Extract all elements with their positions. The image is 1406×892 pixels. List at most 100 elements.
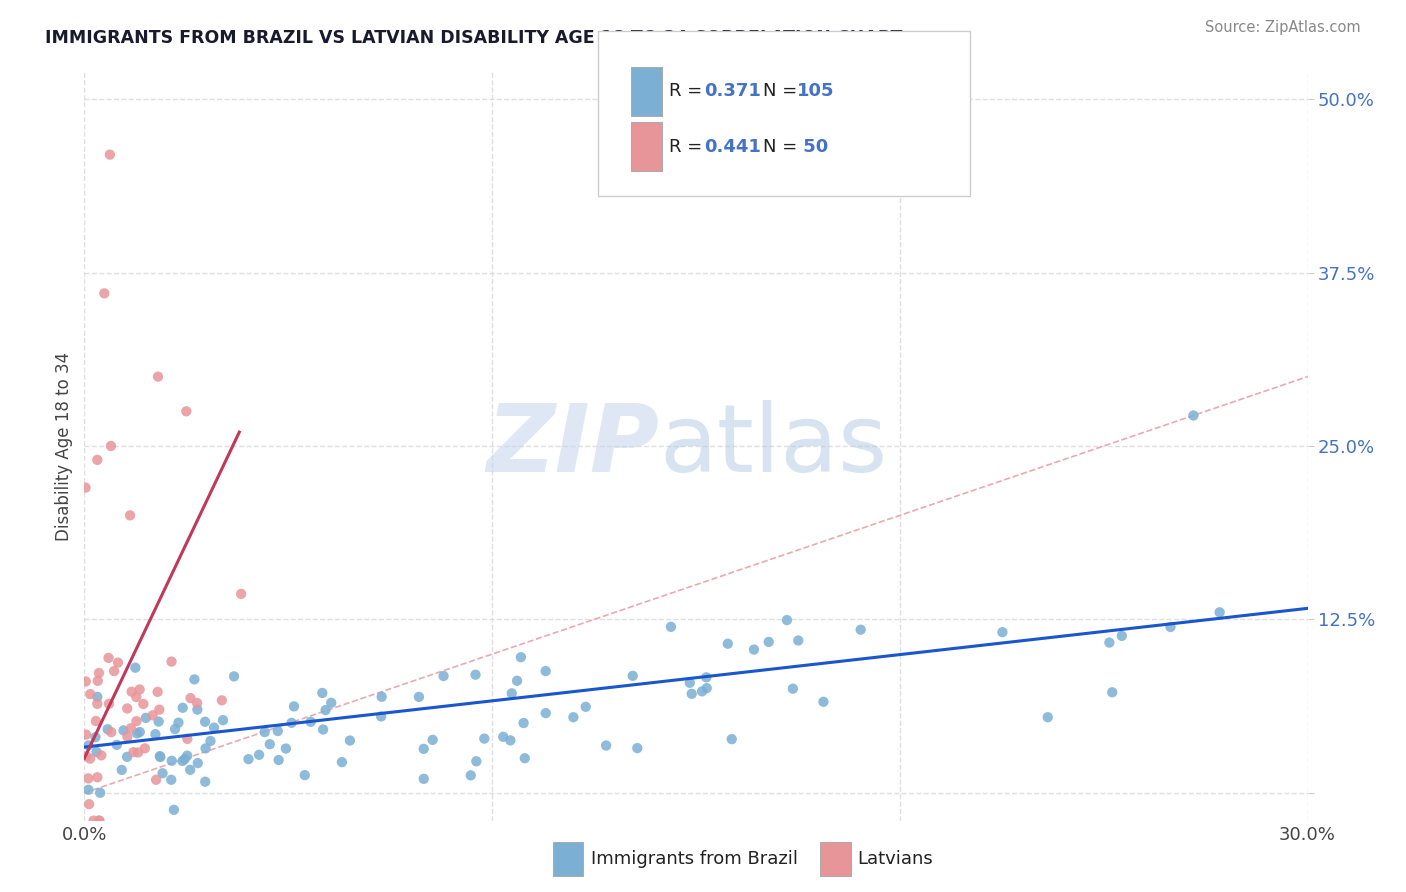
- Point: [499, 733, 522, 747]
- Point: [115, 750, 138, 764]
- Text: N =: N =: [763, 138, 803, 156]
- Point: [194, 714, 217, 729]
- Point: [148, 703, 170, 717]
- Point: [465, 754, 488, 768]
- Point: [211, 693, 233, 707]
- Point: [259, 737, 281, 751]
- Point: [90, 748, 112, 763]
- Point: [679, 675, 702, 690]
- Point: [1159, 620, 1181, 634]
- Point: [267, 724, 290, 739]
- Point: [460, 768, 482, 782]
- Point: [183, 673, 205, 687]
- Point: [121, 684, 143, 698]
- Point: [77, 797, 100, 811]
- Text: R =: R =: [669, 138, 709, 156]
- Point: [180, 691, 202, 706]
- Point: [283, 699, 305, 714]
- Point: [97, 651, 120, 665]
- Point: [167, 715, 190, 730]
- Point: [464, 667, 486, 681]
- Point: [187, 756, 209, 770]
- Point: [145, 772, 167, 787]
- Point: [84, 730, 107, 744]
- Point: [194, 774, 217, 789]
- Point: [200, 734, 222, 748]
- Point: [83, 814, 105, 828]
- Point: [86, 690, 108, 704]
- Point: [176, 731, 198, 746]
- Point: [501, 686, 523, 700]
- Point: [77, 772, 100, 786]
- Point: [690, 684, 713, 698]
- Point: [1182, 409, 1205, 423]
- Point: [294, 768, 316, 782]
- Point: [134, 741, 156, 756]
- Point: [299, 714, 322, 729]
- Point: [991, 625, 1014, 640]
- Text: N =: N =: [763, 82, 803, 100]
- Point: [238, 752, 260, 766]
- Point: [173, 752, 195, 766]
- Point: [422, 732, 444, 747]
- Point: [696, 681, 718, 695]
- Point: [118, 508, 141, 523]
- Point: [93, 286, 115, 301]
- Point: [534, 664, 557, 678]
- Point: [1111, 629, 1133, 643]
- Text: Source: ZipAtlas.com: Source: ZipAtlas.com: [1205, 20, 1361, 35]
- Point: [231, 587, 253, 601]
- Point: [408, 690, 430, 704]
- Text: atlas: atlas: [659, 400, 887, 492]
- Point: [312, 723, 335, 737]
- Point: [120, 721, 142, 735]
- Point: [89, 786, 111, 800]
- Point: [125, 714, 148, 729]
- Text: 105: 105: [797, 82, 835, 100]
- Point: [212, 713, 235, 727]
- Point: [105, 738, 128, 752]
- Point: [79, 687, 101, 701]
- Point: [112, 723, 135, 738]
- Point: [132, 697, 155, 711]
- Text: R =: R =: [669, 82, 709, 100]
- Point: [412, 742, 434, 756]
- Point: [813, 695, 835, 709]
- Point: [370, 690, 392, 704]
- Point: [492, 730, 515, 744]
- Point: [311, 686, 333, 700]
- Point: [75, 749, 97, 764]
- Y-axis label: Disability Age 18 to 34: Disability Age 18 to 34: [55, 351, 73, 541]
- Point: [86, 770, 108, 784]
- Point: [280, 715, 302, 730]
- Point: [87, 673, 110, 688]
- Point: [160, 754, 183, 768]
- Point: [787, 633, 810, 648]
- Point: [681, 687, 703, 701]
- Point: [575, 699, 598, 714]
- Point: [75, 674, 97, 689]
- Point: [149, 750, 172, 764]
- Point: [145, 727, 167, 741]
- Point: [849, 623, 872, 637]
- Point: [75, 728, 97, 742]
- Point: [1036, 710, 1059, 724]
- Point: [1208, 605, 1230, 619]
- Point: [142, 708, 165, 723]
- Point: [117, 730, 139, 744]
- Point: [1101, 685, 1123, 699]
- Text: Immigrants from Brazil: Immigrants from Brazil: [591, 850, 797, 868]
- Text: Latvians: Latvians: [858, 850, 934, 868]
- Point: [149, 749, 172, 764]
- Point: [776, 613, 799, 627]
- Point: [432, 669, 454, 683]
- Point: [128, 725, 150, 739]
- Point: [75, 481, 97, 495]
- Point: [267, 753, 290, 767]
- Point: [163, 722, 186, 736]
- Point: [179, 763, 201, 777]
- Point: [87, 814, 110, 828]
- Point: [513, 751, 536, 765]
- Point: [412, 772, 434, 786]
- Point: [758, 635, 780, 649]
